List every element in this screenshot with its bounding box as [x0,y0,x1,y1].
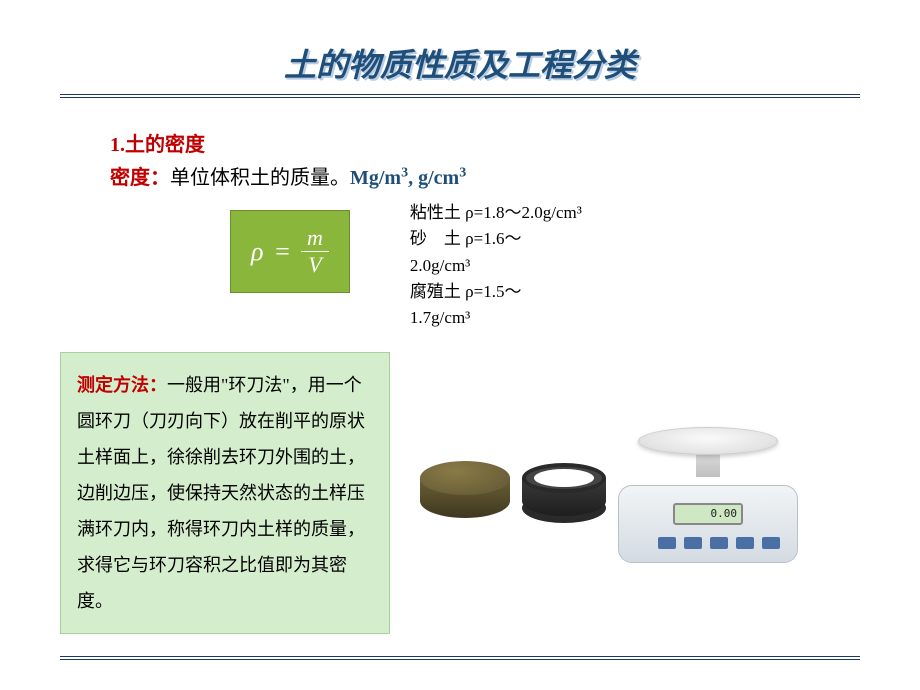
section-heading-text: 土的密度 [125,134,205,156]
section-heading: 1.土的密度 [110,128,860,157]
rule-top [60,94,860,98]
formula-row: ρ = m V 粘性土 ρ=1.8～2.0g/cm³ 砂 土 ρ=1.6～ 2.… [110,200,860,332]
method-box: 测定方法：一般用"环刀法"，用一个圆环刀（刀刃向下）放在削平的原状土样面上，徐徐… [60,352,390,634]
slide-title: 土的物质性质及工程分类 [60,40,860,86]
formula-fraction: m V [301,225,329,278]
density-value-sand-a: 砂 土 ρ=1.6～ [410,226,582,252]
density-value-sand-b: 2.0g/cm³ [410,253,582,279]
density-definition: 密度：单位体积土的质量。Mg/m3, g/cm3 [110,161,860,190]
rule-bottom [60,656,860,660]
method-label: 测定方法： [77,375,167,395]
density-values: 粘性土 ρ=1.8～2.0g/cm³ 砂 土 ρ=1.6～ 2.0g/cm³ 腐… [410,200,582,332]
formula-numerator: m [301,225,329,252]
density-value-clay: 粘性土 ρ=1.8～2.0g/cm³ [410,200,582,226]
formula-denominator: V [302,252,327,278]
scale-buttons [658,537,780,549]
content-area: 1.土的密度 密度：单位体积土的质量。Mg/m3, g/cm3 ρ = m V … [60,128,860,634]
section-number: 1. [110,134,125,156]
soil-sample-icon [420,461,510,525]
method-text: 一般用"环刀法"，用一个圆环刀（刀刃向下）放在削平的原状土样面上，徐徐削去环刀外… [77,375,365,611]
slide: 土的物质性质及工程分类 1.土的密度 密度：单位体积土的质量。Mg/m3, g/… [0,0,920,690]
formula-eq: = [273,237,291,267]
balance-scale-icon: 0.00 [618,423,798,563]
density-units: Mg/m3, g/cm3 [350,167,466,189]
ring-cutter-icon [522,463,606,523]
density-label: 密度： [110,167,170,189]
formula-box: ρ = m V [230,210,350,293]
density-value-humus-b: 1.7g/cm³ [410,305,582,331]
formula-lhs: ρ [251,237,263,267]
method-row: 测定方法：一般用"环刀法"，用一个圆环刀（刀刃向下）放在削平的原状土样面上，徐徐… [110,352,860,634]
density-value-humus-a: 腐殖土 ρ=1.5～ [410,279,582,305]
image-group: 0.00 [420,423,798,563]
scale-display: 0.00 [673,503,743,525]
density-text: 单位体积土的质量。 [170,167,350,189]
formula: ρ = m V [251,225,329,278]
